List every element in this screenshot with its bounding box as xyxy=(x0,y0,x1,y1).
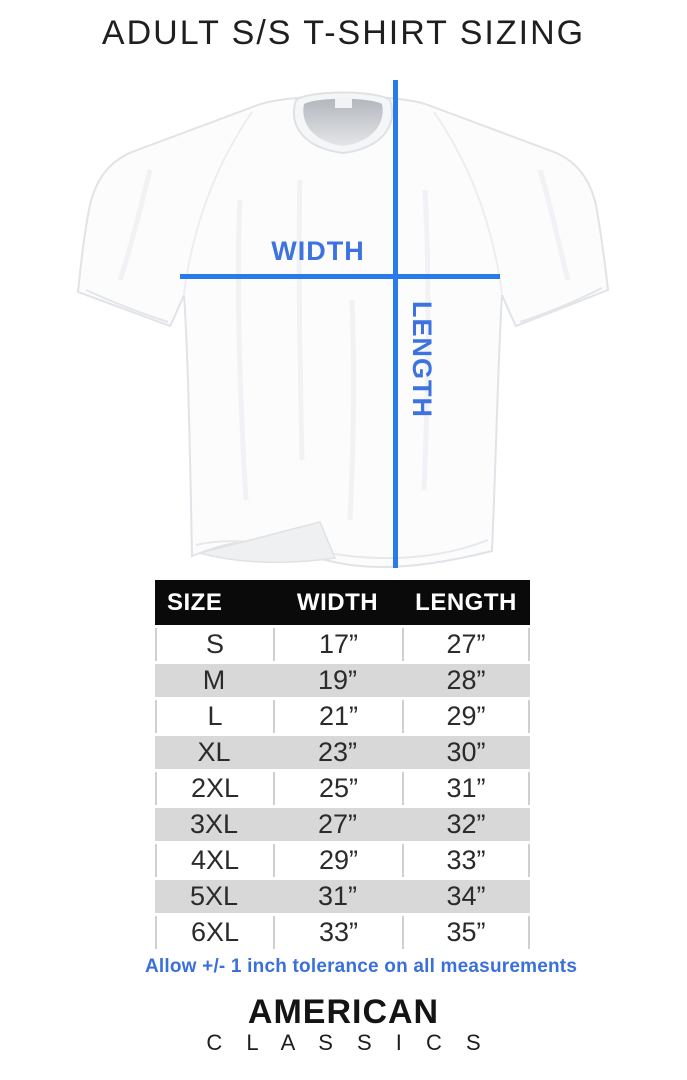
cell-width: 27” xyxy=(317,809,358,839)
length-line xyxy=(393,80,398,568)
size-table-body: S 17” 27” M 19” 28” L 21” 29” XL 23” 30” 2XL 25” 31” 3X… xyxy=(155,628,530,949)
width-measure-label: WIDTH xyxy=(271,236,365,266)
brand-name-secondary: C L A S S I C S xyxy=(206,1030,490,1055)
cell-size: M xyxy=(202,665,226,695)
column-header-length: LENGTH xyxy=(415,588,517,616)
tolerance-note: Allow +/- 1 inch tolerance on all measur… xyxy=(145,956,578,977)
sleeve-hem-seams xyxy=(85,287,603,323)
column-header-width: WIDTH xyxy=(296,588,379,616)
cell-length: 31” xyxy=(402,772,530,805)
cell-size: L xyxy=(155,700,273,733)
page-title: ADULT S/S T-SHIRT SIZING xyxy=(101,14,586,52)
width-line xyxy=(180,274,500,279)
bottom-hem-seam xyxy=(195,539,489,560)
tshirt-graphic xyxy=(76,80,610,569)
cell-length: 27” xyxy=(402,628,530,661)
cell-width: 29” xyxy=(273,844,402,877)
brand-logo: AMERICAN C L A S S I C S xyxy=(0,995,687,1055)
cell-size: 4XL xyxy=(155,844,273,877)
cell-length: 29” xyxy=(402,700,530,733)
wrinkle-shading xyxy=(117,169,571,521)
cell-size: 5XL xyxy=(189,881,239,911)
collar-opening xyxy=(303,98,383,146)
table-row: 3XL 27” 32” xyxy=(155,808,530,841)
cell-width: 17” xyxy=(273,628,402,661)
cell-size: S xyxy=(155,628,273,661)
cell-length: 33” xyxy=(402,844,530,877)
cell-width: 33” xyxy=(273,916,402,949)
table-row: M 19” 28” xyxy=(155,664,530,697)
size-table-header: SIZE WIDTH LENGTH xyxy=(155,580,530,625)
cell-size: XL xyxy=(197,737,231,767)
cell-width: 19” xyxy=(317,665,358,695)
cell-length: 32” xyxy=(446,809,486,839)
column-header-size: SIZE xyxy=(167,588,223,616)
table-row: L 21” 29” xyxy=(155,700,530,733)
table-row: XL 23” 30” xyxy=(155,736,530,769)
hem-fold xyxy=(197,521,337,564)
table-row: 2XL 25” 31” xyxy=(155,772,530,805)
cell-length: 28” xyxy=(446,665,486,695)
cell-length: 34” xyxy=(446,881,486,911)
cell-width: 31” xyxy=(317,881,358,911)
table-row: 6XL 33” 35” xyxy=(155,916,530,949)
cell-width: 23” xyxy=(317,737,358,767)
armhole-seams xyxy=(183,111,503,295)
cell-size: 3XL xyxy=(189,809,239,839)
cell-size: 2XL xyxy=(155,772,273,805)
table-row: 5XL 31” 34” xyxy=(155,880,530,913)
cell-width: 21” xyxy=(273,700,402,733)
size-table: SIZE WIDTH LENGTH S 17” 27” M 19” 28” L 21” 29” X… xyxy=(155,580,530,949)
collar-label xyxy=(335,97,352,108)
table-row: S 17” 27” xyxy=(155,628,530,661)
tshirt-body xyxy=(76,95,610,569)
cell-length: 35” xyxy=(402,916,530,949)
brand-name-primary: AMERICAN xyxy=(247,993,440,1031)
cell-width: 25” xyxy=(273,772,402,805)
table-row: 4XL 29” 33” xyxy=(155,844,530,877)
cell-size: 6XL xyxy=(155,916,273,949)
cell-length: 30” xyxy=(446,737,486,767)
length-measure-label: LENGTH xyxy=(407,301,437,418)
